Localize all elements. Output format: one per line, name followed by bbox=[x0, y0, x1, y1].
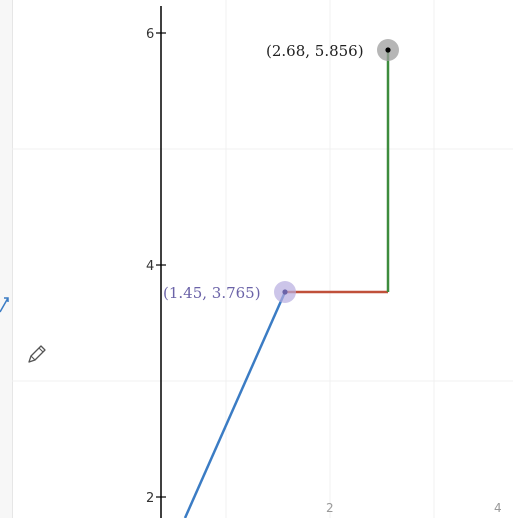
y-tick-label: 2 bbox=[146, 491, 154, 506]
blue-segment[interactable] bbox=[183, 291, 287, 518]
point-top[interactable] bbox=[385, 47, 391, 53]
point-middle[interactable] bbox=[282, 289, 288, 295]
x-tick-label: 2 bbox=[326, 501, 334, 515]
point-top-label: (2.68, 5.856) bbox=[266, 42, 364, 60]
point-middle-label: (1.45, 3.765) bbox=[163, 284, 261, 302]
x-tick-label: 4 bbox=[494, 501, 502, 515]
edge-arrow-icon bbox=[0, 297, 9, 313]
y-tick-label: 6 bbox=[146, 27, 154, 42]
left-panel-edge bbox=[0, 0, 13, 518]
y-tick-label: 4 bbox=[146, 259, 154, 274]
grid bbox=[12, 0, 513, 518]
pencil-icon[interactable] bbox=[26, 343, 48, 365]
pencil-icon-graphic bbox=[28, 345, 46, 363]
